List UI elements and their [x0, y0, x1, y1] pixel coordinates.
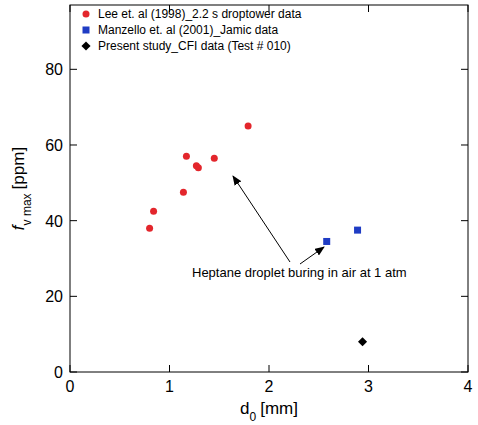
legend-label: Lee et. al (1998)_2.2 s droptower data [98, 7, 302, 21]
point [354, 227, 361, 234]
x-tick-label: 4 [464, 378, 473, 395]
legend-marker [83, 27, 90, 34]
axis-label: d0[mm] [240, 399, 298, 424]
legend-marker [81, 41, 90, 50]
y-tick-label: 40 [45, 213, 63, 230]
axis-label-sub: 0 [250, 410, 257, 424]
y-tick [70, 69, 77, 70]
x-tick [70, 365, 71, 372]
point [180, 189, 187, 196]
chart: 01234020406080d0[mm]fv max[ppm]Lee et. a… [0, 0, 478, 425]
axis-label-main: d [240, 399, 249, 418]
x-tick-top [368, 5, 369, 12]
point [183, 153, 190, 160]
y-tick [70, 220, 77, 221]
x-tick [468, 365, 469, 372]
x-tick-label: 0 [66, 378, 75, 395]
y-tick [70, 144, 77, 145]
x-tick-label: 1 [165, 378, 174, 395]
axis-label-unit: [mm] [260, 399, 298, 418]
y-tick-right [461, 69, 468, 70]
y-tick-label: 60 [45, 137, 63, 154]
x-tick [368, 365, 369, 372]
y-tick-label: 0 [54, 364, 63, 381]
x-tick-top [70, 5, 71, 12]
x-tick [169, 365, 170, 372]
y-tick-right [461, 296, 468, 297]
legend-label: Manzello et. al (2001)_Jamic data [98, 23, 278, 37]
annotation: Heptane droplet buring in air at 1 atm [192, 265, 407, 280]
y-tick-right [461, 144, 468, 145]
annotation-arrow [300, 247, 324, 264]
y-tick-right [461, 220, 468, 221]
y-tick-right [461, 372, 468, 373]
point [211, 155, 218, 162]
x-tick [269, 365, 270, 372]
y-tick-label: 20 [45, 288, 63, 305]
x-tick-label: 2 [265, 378, 274, 395]
legend-label: Present study_CFI data (Test # 010) [98, 39, 291, 53]
point [195, 164, 202, 171]
y-tick-label: 80 [45, 61, 63, 78]
axis-label-sub: v max [20, 193, 34, 225]
plot-frame [70, 5, 468, 372]
point [323, 238, 330, 245]
point [358, 337, 367, 346]
x-tick-top [468, 5, 469, 12]
data-points [146, 123, 367, 347]
annotation-arrow [233, 176, 290, 262]
x-tick-label: 3 [364, 378, 373, 395]
point [245, 123, 252, 130]
axis-label-unit: [ppm] [9, 147, 28, 190]
point [146, 225, 153, 232]
point [150, 208, 157, 215]
y-tick [70, 296, 77, 297]
axis-label: fv max[ppm] [9, 147, 34, 230]
y-tick [70, 372, 77, 373]
legend-marker [83, 11, 90, 18]
